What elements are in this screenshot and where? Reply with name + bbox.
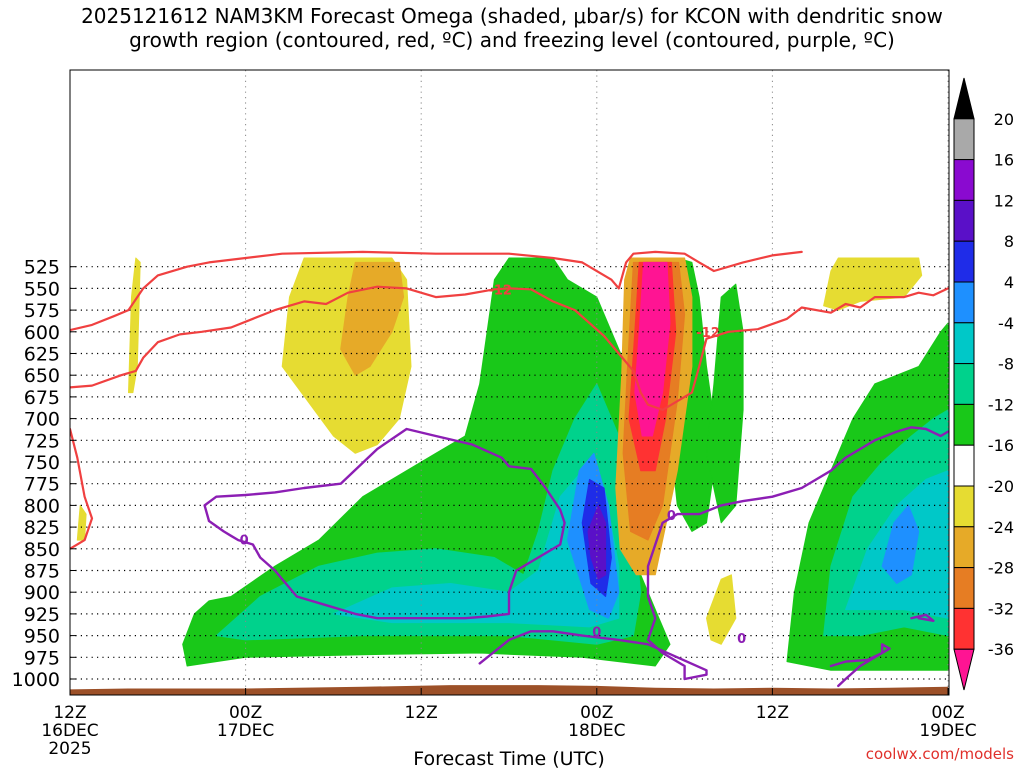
- contour-label-4: 0: [592, 625, 601, 640]
- contour-freezing-level-right: [478, 426, 949, 681]
- contour-label-0: -12: [488, 283, 512, 298]
- contour-dgz-minus12-upper: [70, 250, 803, 332]
- omega-region-descent-yellow-left: [310, 270, 342, 298]
- x-tick-label-2-0: 12Z: [405, 703, 438, 723]
- ground-terrain: [70, 685, 948, 695]
- y-tick-label-825: 825: [24, 517, 60, 539]
- y-tick-label-675: 675: [24, 387, 60, 409]
- contour-label-3: 0: [667, 509, 676, 524]
- colorbar-swatch-2: [953, 567, 975, 609]
- colorbar-level-3: -24: [988, 518, 1014, 537]
- y-tick-label-875: 875: [24, 561, 60, 583]
- colorbar-swatch-1: [953, 607, 975, 650]
- chart-title-line-1: 2025121612 NAM3KM Forecast Omega (shaded…: [81, 4, 943, 28]
- colorbar-level-4: -20: [988, 477, 1014, 496]
- y-tick-label-925: 925: [24, 604, 60, 626]
- contour-freezing-level-left: [203, 427, 566, 620]
- colorbar-swatch-9: [953, 281, 975, 324]
- colorbar-swatch-14: [953, 77, 975, 120]
- y-tick-label-975: 975: [24, 647, 60, 669]
- colorbar-level-0: -36: [988, 640, 1014, 659]
- y-tick-label-750: 750: [24, 452, 60, 474]
- contour-label-2: 0: [240, 533, 249, 548]
- colorbar-swatch-4: [953, 485, 975, 528]
- x-tick-label-0-0: 12Z: [53, 703, 86, 723]
- omega-region-ascent-blue-east: [881, 504, 920, 584]
- colorbar-level-5: -16: [988, 436, 1014, 455]
- x-tick-label-4-0: 12Z: [756, 703, 789, 723]
- y-tick-label-625: 625: [24, 344, 60, 366]
- plot-frame: [69, 69, 950, 696]
- x-tick-label-5-1: 19DEC: [919, 721, 976, 741]
- omega-region-descent-yellow-small: [76, 504, 87, 541]
- y-tick-label-725: 725: [24, 430, 60, 452]
- colorbar-swatch-5: [953, 444, 975, 487]
- y-tick-label-850: 850: [24, 539, 60, 561]
- x-axis-label: Forecast Time (UTC): [413, 748, 604, 768]
- colorbar-swatch-13: [953, 118, 975, 161]
- contour-label-5: 0: [737, 632, 746, 647]
- x-tick-label-3-1: 18DEC: [568, 721, 625, 741]
- y-tick-label-650: 650: [24, 365, 60, 387]
- colorbar-swatch-8: [953, 322, 975, 365]
- x-tick-label-1-1: 17DEC: [217, 721, 274, 741]
- y-tick-label-550: 550: [24, 278, 60, 300]
- credit-text: coolwx.com/models: [866, 745, 1014, 763]
- contour-dgz-minus12-lower-left: [70, 427, 94, 550]
- colorbar-level-1: -32: [988, 599, 1014, 618]
- colorbar-level-11: 12: [994, 191, 1014, 210]
- colorbar-level-8: -4: [998, 314, 1014, 333]
- colorbar-swatch-3: [953, 526, 975, 569]
- colorbar-level-10: 8: [1004, 232, 1014, 251]
- y-tick-label-700: 700: [24, 409, 60, 431]
- colorbar-swatch-0: [953, 648, 975, 691]
- y-tick-label-525: 525: [24, 257, 60, 279]
- contour-label-1: -12: [696, 326, 720, 341]
- contour-dgz-minus12-mid: [70, 285, 949, 411]
- y-tick-label-775: 775: [24, 474, 60, 496]
- y-tick-label-800: 800: [24, 495, 60, 517]
- y-tick-label-575: 575: [24, 300, 60, 322]
- colorbar-swatch-7: [953, 363, 975, 405]
- y-tick-label-1000: 1000: [12, 669, 60, 691]
- colorbar-level-7: -8: [998, 355, 1014, 374]
- omega-region-descent-magenta: [634, 261, 671, 437]
- y-tick-label-600: 600: [24, 322, 60, 344]
- chart-title-line-2: growth region (contoured, red, ºC) and f…: [129, 28, 895, 52]
- y-tick-label-900: 900: [24, 582, 60, 604]
- omega-region-descent-yellow-right: [823, 257, 923, 311]
- colorbar-swatch-12: [953, 159, 975, 201]
- contour-freezing-level-bottom: [829, 643, 891, 688]
- x-tick-label-0-2: 2025: [48, 739, 91, 759]
- colorbar-level-9: 4: [1004, 273, 1014, 292]
- colorbar-swatch-10: [953, 240, 975, 283]
- colorbar-level-6: -12: [988, 395, 1014, 414]
- colorbar-level-13: 20: [994, 110, 1014, 129]
- omega-region-descent-yellow-950: [706, 574, 737, 645]
- x-tick-label-3-0: 00Z: [580, 703, 613, 723]
- colorbar-swatch-11: [953, 199, 975, 242]
- y-tick-label-950: 950: [24, 626, 60, 648]
- colorbar-swatch-6: [953, 403, 975, 446]
- x-tick-label-5-0: 00Z: [931, 703, 964, 723]
- x-tick-label-0-1: 16DEC: [41, 721, 98, 741]
- x-tick-label-1-0: 00Z: [229, 703, 262, 723]
- colorbar-level-12: 16: [994, 151, 1014, 170]
- omega-region-ascent-purple: [587, 504, 607, 580]
- omega-region-descent-yellow-strip: [128, 257, 141, 394]
- contour-freezing-level-blip: [910, 613, 935, 622]
- omega-region-ascent-green-strip-2: [706, 283, 744, 524]
- colorbar-level-2: -28: [988, 559, 1014, 578]
